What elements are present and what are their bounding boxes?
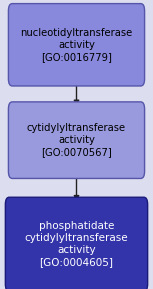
FancyBboxPatch shape [5,197,148,289]
FancyBboxPatch shape [8,102,145,178]
Text: nucleotidyltransferase
activity
[GO:0016779]: nucleotidyltransferase activity [GO:0016… [20,28,133,62]
FancyBboxPatch shape [8,3,145,86]
Text: phosphatidate
cytidylyltransferase
activity
[GO:0004605]: phosphatidate cytidylyltransferase activ… [25,221,128,267]
Text: cytidylyltransferase
activity
[GO:0070567]: cytidylyltransferase activity [GO:007056… [27,123,126,157]
